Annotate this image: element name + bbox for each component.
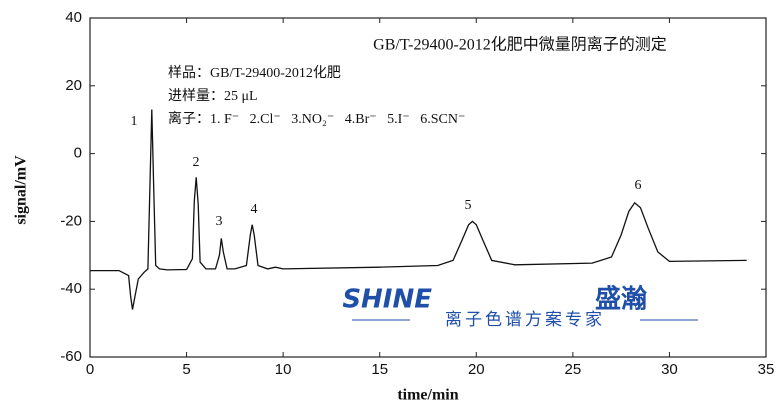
peak-label: 5 bbox=[465, 198, 472, 213]
peak-label: 2 bbox=[193, 155, 200, 170]
x-tick-label: 5 bbox=[182, 361, 190, 378]
y-tick-label: 20 bbox=[65, 77, 82, 94]
peak-label: 1 bbox=[131, 114, 138, 129]
y-axis-label: signal/mV bbox=[13, 155, 30, 225]
logo-brand: SHINE bbox=[342, 285, 432, 315]
logo-brand-cn: 盛瀚 bbox=[595, 284, 647, 315]
x-tick-label: 25 bbox=[565, 361, 582, 378]
y-tick-label: 0 bbox=[74, 145, 82, 162]
note: 离子：1. F⁻ 2.Cl⁻ 3.NO₂⁻ 4.Br⁻ 5.I⁻ 6.SCN⁻ bbox=[168, 110, 465, 127]
note: 进样量：25 μL bbox=[168, 88, 258, 104]
peak-label: 6 bbox=[635, 178, 642, 193]
x-axis-label: time/min bbox=[397, 387, 458, 404]
y-tick-label: 40 bbox=[65, 9, 82, 26]
trace bbox=[90, 109, 747, 310]
y-tick-label: -20 bbox=[60, 212, 82, 229]
y-tick-label: -40 bbox=[60, 280, 82, 297]
chart-title: GB/T-29400-2012化肥中微量阴离子的测定 bbox=[373, 36, 667, 54]
plot-frame bbox=[89, 17, 767, 358]
x-tick-label: 0 bbox=[86, 361, 94, 378]
x-tick-label: 20 bbox=[468, 361, 485, 378]
peak-label: 4 bbox=[251, 202, 258, 217]
note: 样品：GB/T-29400-2012化肥 bbox=[168, 65, 341, 81]
x-tick-label: 15 bbox=[371, 361, 388, 378]
x-tick-label: 30 bbox=[661, 361, 678, 378]
x-tick-label: 35 bbox=[758, 361, 775, 378]
y-tick-label: -60 bbox=[60, 348, 82, 365]
x-tick-label: 10 bbox=[275, 361, 292, 378]
peak-label: 3 bbox=[216, 214, 223, 229]
logo-slogan: 离子色谱方案专家 bbox=[445, 310, 605, 330]
